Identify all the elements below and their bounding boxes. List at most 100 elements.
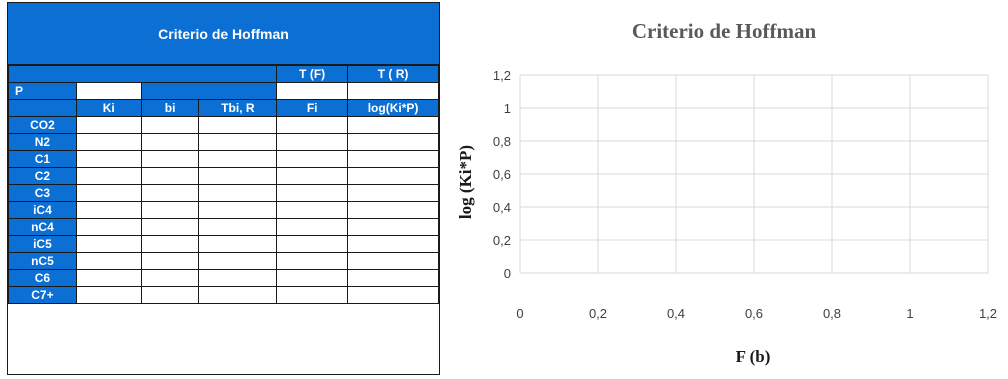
value-cell[interactable]	[276, 167, 349, 185]
y-tick-label: 0,4	[493, 200, 511, 215]
value-cell[interactable]	[198, 184, 278, 202]
value-cell[interactable]	[140, 252, 200, 270]
component-label: iC4	[8, 201, 77, 219]
col-header-logkip: log(Ki*P)	[347, 99, 439, 117]
component-row: CO2	[8, 116, 439, 134]
value-cell[interactable]	[198, 167, 278, 185]
value-cell[interactable]	[347, 201, 439, 219]
hoffman-table: Criterio de Hoffman T (F) T ( R) P	[7, 2, 440, 375]
value-cell[interactable]	[140, 116, 200, 134]
component-label: C1	[8, 150, 77, 168]
component-row: nC5	[8, 252, 439, 270]
chart-title: Criterio de Hoffman	[632, 19, 817, 43]
pressure-input-cell[interactable]	[75, 82, 142, 100]
value-cell[interactable]	[347, 252, 439, 270]
value-cell[interactable]	[140, 269, 200, 287]
temp-r-input-cell[interactable]	[347, 82, 439, 100]
value-cell[interactable]	[347, 167, 439, 185]
value-cell[interactable]	[198, 201, 278, 219]
value-cell[interactable]	[276, 116, 349, 134]
component-label: nC5	[8, 252, 77, 270]
component-label: C3	[8, 184, 77, 202]
value-cell[interactable]	[75, 184, 142, 202]
value-cell[interactable]	[347, 133, 439, 151]
y-tick-label: 0,8	[493, 134, 511, 149]
x-tick-label: 0,6	[745, 306, 763, 321]
value-cell[interactable]	[198, 269, 278, 287]
y-tick-label: 1	[504, 101, 511, 116]
col-header-bi: bi	[140, 99, 200, 117]
value-cell[interactable]	[140, 235, 200, 253]
value-cell[interactable]	[75, 201, 142, 219]
value-cell[interactable]	[75, 252, 142, 270]
value-cell[interactable]	[140, 218, 200, 236]
value-cell[interactable]	[140, 150, 200, 168]
value-cell[interactable]	[75, 235, 142, 253]
value-cell[interactable]	[198, 133, 278, 151]
y-tick-label: 0,2	[493, 233, 511, 248]
table-title: Criterio de Hoffman	[8, 3, 439, 65]
value-cell[interactable]	[276, 150, 349, 168]
chart-gridlines	[519, 74, 989, 274]
value-cell[interactable]	[75, 150, 142, 168]
value-cell[interactable]	[75, 269, 142, 287]
value-cell[interactable]	[75, 133, 142, 151]
value-cell[interactable]	[276, 201, 349, 219]
value-cell[interactable]	[198, 150, 278, 168]
value-cell[interactable]	[198, 235, 278, 253]
header-spacer	[7, 65, 278, 83]
value-cell[interactable]	[198, 116, 278, 134]
component-row: C6	[8, 269, 439, 287]
value-cell[interactable]	[198, 218, 278, 236]
component-row: C2	[8, 167, 439, 185]
value-cell[interactable]	[198, 286, 278, 304]
component-row: C1	[8, 150, 439, 168]
value-cell[interactable]	[140, 286, 200, 304]
component-label: C7+	[8, 286, 77, 304]
value-cell[interactable]	[276, 133, 349, 151]
x-tick-label: 0,4	[667, 306, 685, 321]
value-cell[interactable]	[347, 218, 439, 236]
value-cell[interactable]	[140, 133, 200, 151]
value-cell[interactable]	[347, 235, 439, 253]
value-cell[interactable]	[276, 218, 349, 236]
value-cell[interactable]	[347, 269, 439, 287]
value-cell[interactable]	[347, 184, 439, 202]
data-grid: T (F) T ( R) P Ki bi Tbi, R Fi log(Ki*P)…	[7, 65, 439, 304]
pressure-spacer	[140, 82, 278, 100]
value-cell[interactable]	[276, 235, 349, 253]
value-cell[interactable]	[140, 201, 200, 219]
value-cell[interactable]	[347, 116, 439, 134]
column-header-row: Ki bi Tbi, R Fi log(Ki*P)	[8, 99, 439, 117]
value-cell[interactable]	[140, 184, 200, 202]
value-cell[interactable]	[276, 269, 349, 287]
x-tick-label: 1	[906, 306, 913, 321]
component-label: N2	[8, 133, 77, 151]
value-cell[interactable]	[347, 150, 439, 168]
component-label: CO2	[8, 116, 77, 134]
x-tick-label: 0,8	[823, 306, 841, 321]
component-label: nC4	[8, 218, 77, 236]
col-header-ki: Ki	[75, 99, 142, 117]
value-cell[interactable]	[276, 252, 349, 270]
value-cell[interactable]	[75, 286, 142, 304]
value-cell[interactable]	[276, 184, 349, 202]
value-cell[interactable]	[140, 167, 200, 185]
value-cell[interactable]	[75, 218, 142, 236]
value-cell[interactable]	[75, 116, 142, 134]
x-tick-label: 0	[516, 306, 523, 321]
value-cell[interactable]	[75, 167, 142, 185]
pressure-label: P	[8, 82, 77, 100]
component-row: C7+	[8, 286, 439, 304]
value-cell[interactable]	[276, 286, 349, 304]
component-label: iC5	[8, 235, 77, 253]
component-row: N2	[8, 133, 439, 151]
x-axis-label: F (b)	[736, 347, 771, 366]
chart-svg: Criterio de Hoffman 0 0,2 0,4 0,6 0,8 1 1,2 00…	[456, 19, 997, 366]
value-cell[interactable]	[198, 252, 278, 270]
value-cell[interactable]	[347, 286, 439, 304]
component-row: nC4	[8, 218, 439, 236]
temp-f-input-cell[interactable]	[276, 82, 349, 100]
temp-f-header: T (F)	[276, 65, 349, 83]
